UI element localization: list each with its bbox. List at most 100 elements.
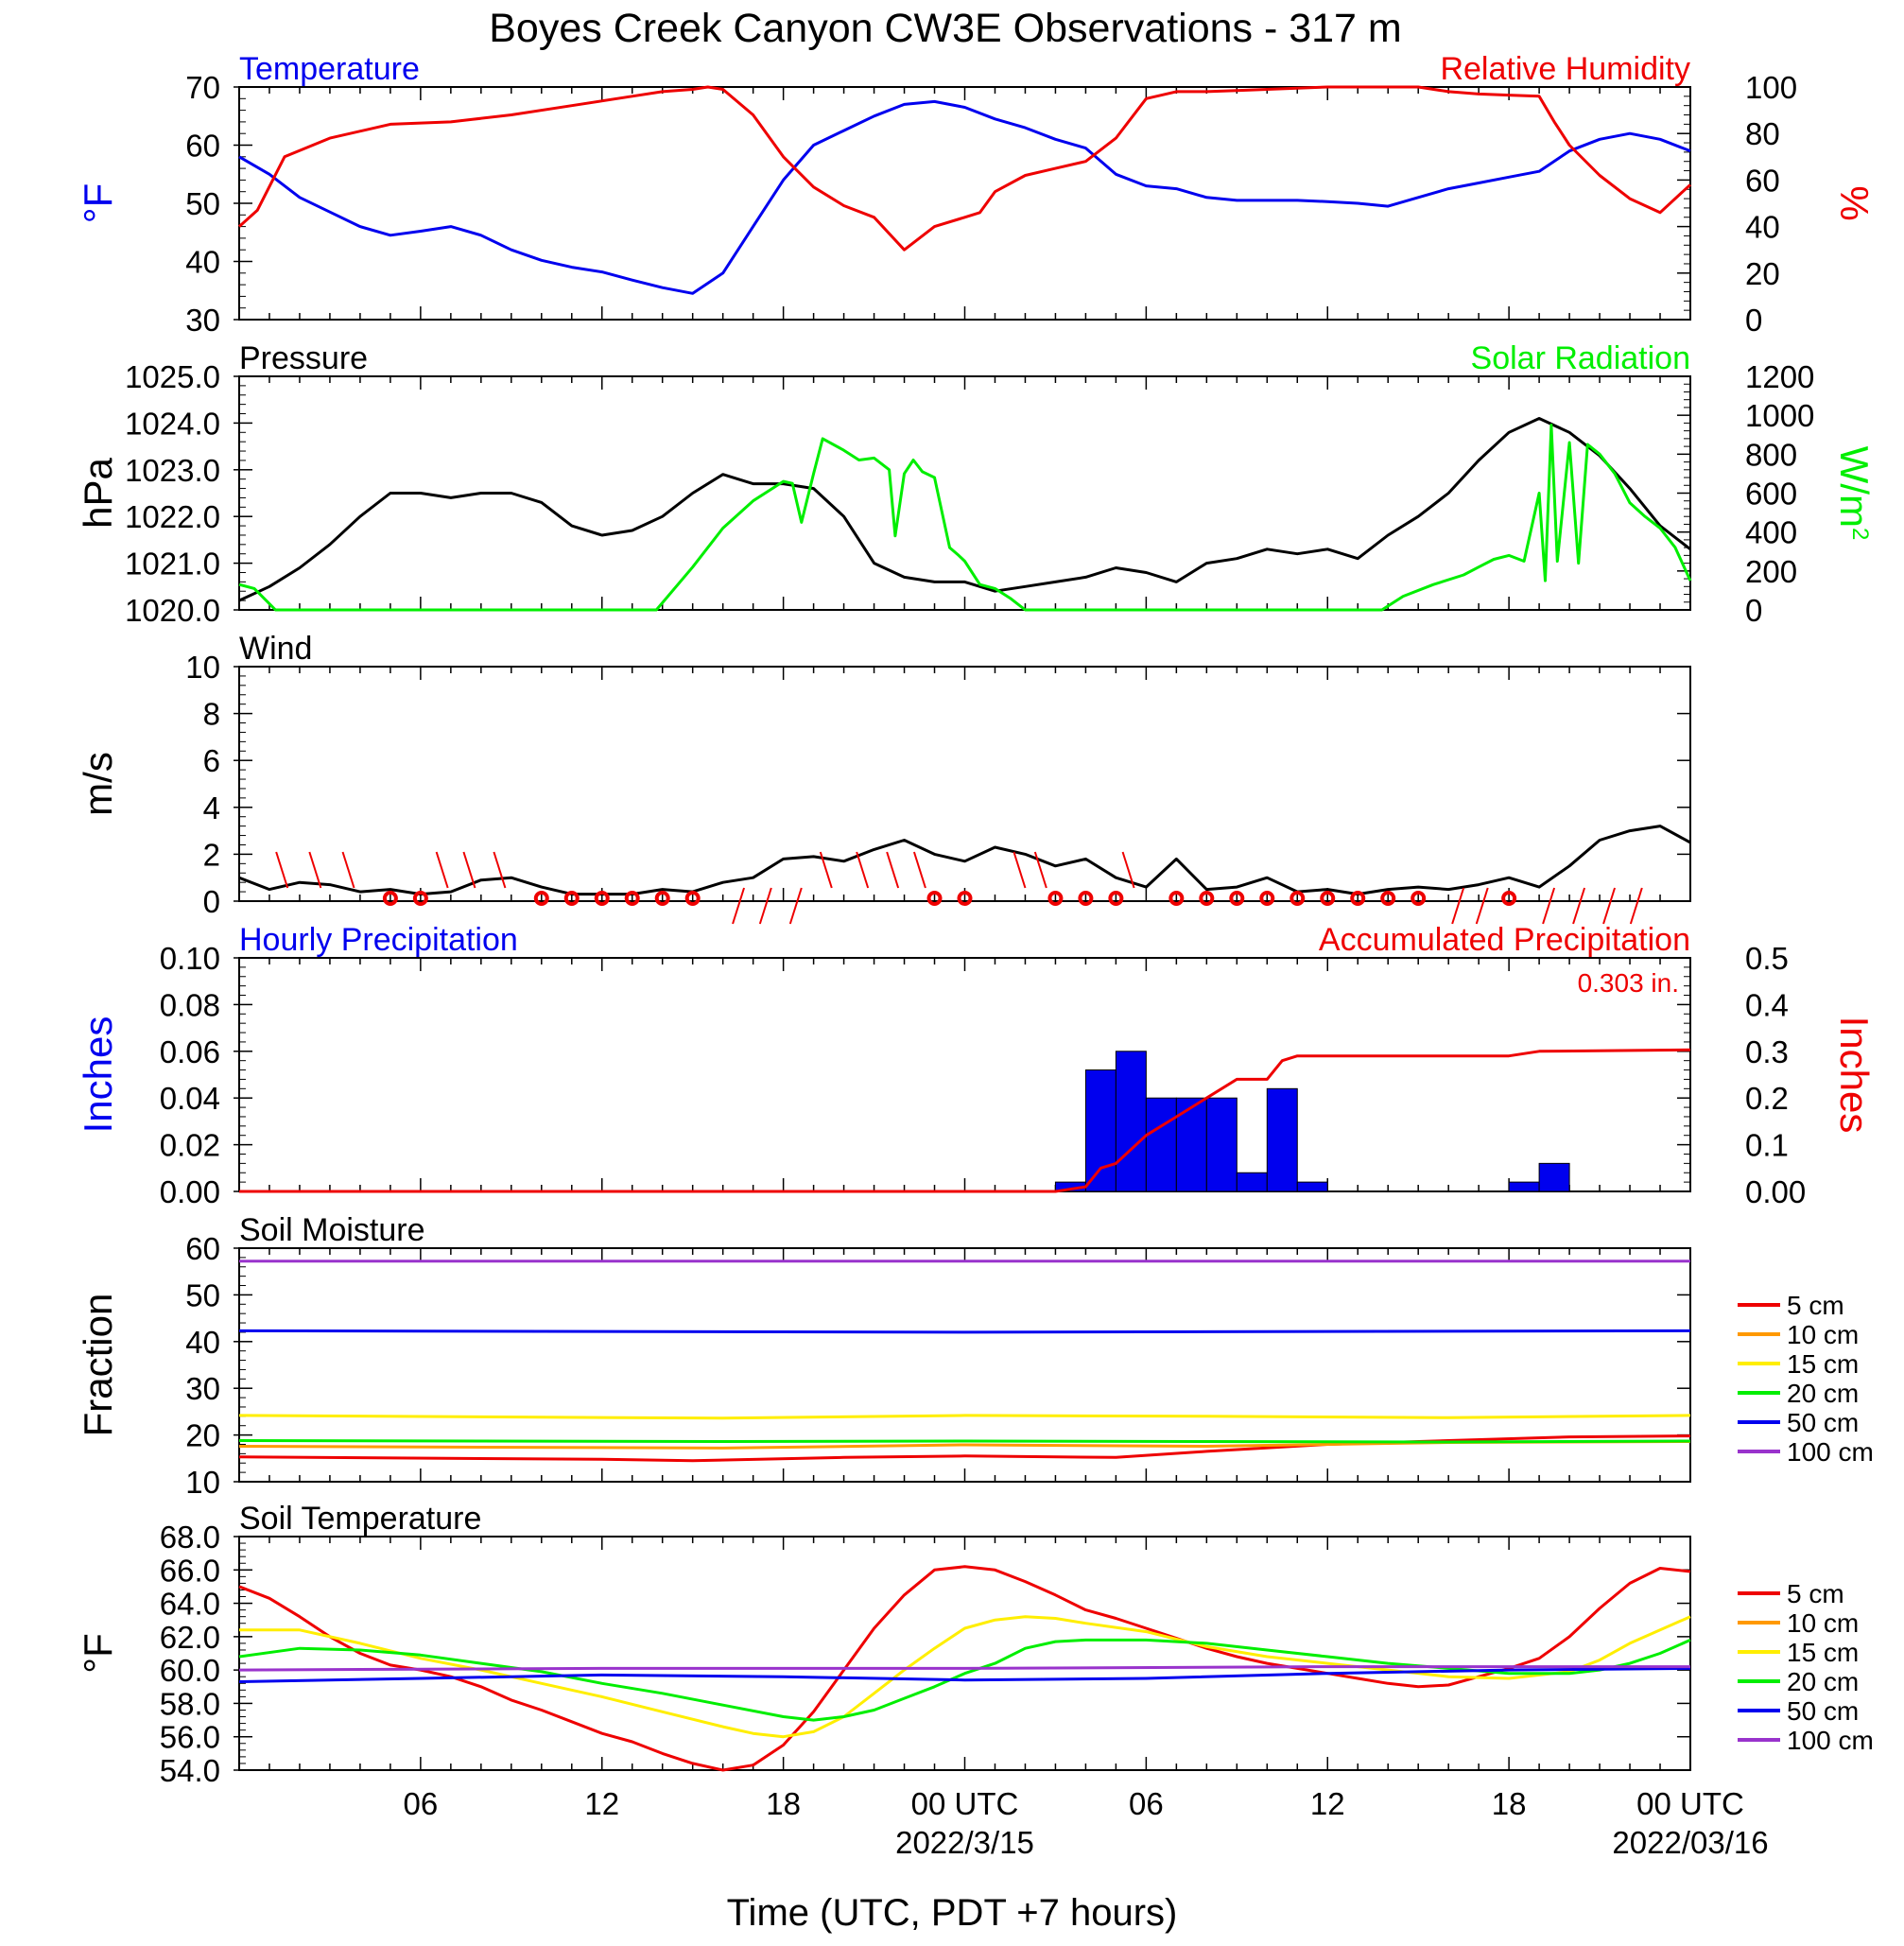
precip-bar xyxy=(1266,1087,1298,1192)
y2-tick-label: 80 xyxy=(1745,116,1780,151)
wind-barb-calm xyxy=(1411,891,1427,906)
x-tick-label: 18 xyxy=(1492,1786,1527,1821)
precip-bar xyxy=(1115,1051,1147,1192)
wind-barb-calm xyxy=(1350,891,1366,906)
y-tick-label: 60 xyxy=(185,1231,220,1266)
precip-bar xyxy=(1296,1181,1328,1192)
accumulated-line xyxy=(239,1048,1691,1193)
wind-barb xyxy=(732,887,746,925)
x-tick-label: 06 xyxy=(404,1786,439,1821)
y-tick-label: 50 xyxy=(185,1277,220,1312)
series-line xyxy=(238,417,1691,602)
panel-6: 54.056.058.060.062.064.066.068.0 Soil Tem… xyxy=(76,1501,1874,1788)
y2-tick-label: 600 xyxy=(1745,477,1797,512)
wind-barb xyxy=(886,851,900,889)
wind-barb xyxy=(435,851,449,889)
y-tick-label: 60 xyxy=(185,129,220,164)
series-line xyxy=(238,1414,1691,1420)
x-tick-label: 06 xyxy=(1129,1786,1164,1821)
y-tick-label: 30 xyxy=(185,1371,220,1406)
panel-4: 0.00 0.02 0.04 0.06 0.08 0.10 0.00 0.1 0.2 0.3 0.4… xyxy=(76,922,1877,1209)
plot-frame xyxy=(238,375,1691,611)
legend-label: 10 cm xyxy=(1787,1320,1859,1349)
wind-barb xyxy=(912,851,926,889)
y2-tick-label: 1000 xyxy=(1745,398,1814,433)
y-tick-label: 0.06 xyxy=(160,1034,220,1069)
panel-left-title: Soil Moisture xyxy=(239,1212,425,1248)
y-tick-label: 1024.0 xyxy=(125,406,220,441)
y-tick-label: 56.0 xyxy=(160,1720,220,1755)
x-tick-label: 12 xyxy=(584,1786,619,1821)
y2-tick-label: 0.4 xyxy=(1745,987,1789,1022)
panel-left-title: Pressure xyxy=(239,340,368,376)
wind-barb xyxy=(462,851,476,889)
series-line xyxy=(238,99,1691,295)
y-tick-label: 1023.0 xyxy=(125,453,220,488)
y-axis-label: °F xyxy=(76,183,120,223)
series-line xyxy=(237,85,1692,252)
wind-barb xyxy=(1121,851,1135,889)
y-tick-label: 1022.0 xyxy=(125,499,220,534)
y-axis-label: hPa xyxy=(76,457,120,528)
panel-5: 10 20 30 40 50 60 Soil Moisture Fraction 5 cm10 … xyxy=(76,1212,1874,1500)
plot-frame xyxy=(238,1536,1691,1771)
y2-tick-label: 800 xyxy=(1745,437,1797,472)
wind-barb-calm xyxy=(1290,891,1306,906)
precip-bar xyxy=(1205,1097,1238,1192)
legend-label: 15 cm xyxy=(1787,1349,1859,1379)
wind-barb-calm xyxy=(412,891,428,906)
y-tick-label: 10 xyxy=(185,650,220,685)
legend-label: 100 cm xyxy=(1787,1437,1874,1467)
wind-barb-calm xyxy=(1108,891,1124,906)
y2-tick-label: 0.5 xyxy=(1745,941,1789,976)
wind-barb xyxy=(1475,887,1489,925)
y2-axis-label: Inches xyxy=(1832,1016,1877,1134)
precip-bar xyxy=(1084,1069,1116,1192)
wind-barb-calm xyxy=(684,891,701,906)
wind-barb-calm xyxy=(1078,891,1094,906)
legend-label: 5 cm xyxy=(1787,1579,1844,1608)
wind-barb-calm xyxy=(594,891,610,906)
y-tick-label: 50 xyxy=(185,186,220,221)
wind-barb xyxy=(1629,887,1643,925)
wind-barb-calm xyxy=(1380,891,1396,906)
series-line xyxy=(238,424,1692,612)
x-date-label: 2022/03/16 xyxy=(1612,1825,1768,1860)
series-line xyxy=(238,1665,1690,1672)
y-tick-label: 70 xyxy=(185,70,220,105)
wind-barb xyxy=(493,851,507,889)
wind-barb-calm xyxy=(382,891,398,906)
legend-label: 5 cm xyxy=(1787,1291,1844,1320)
y-tick-label: 0.04 xyxy=(160,1081,220,1116)
precip-bar xyxy=(1236,1172,1268,1192)
series-line xyxy=(238,1434,1691,1463)
y2-axis-label: W/m2 xyxy=(1832,446,1877,541)
wind-barb-calm xyxy=(1259,891,1275,906)
panel-right-title: Relative Humidity xyxy=(1440,51,1690,87)
wind-barb xyxy=(1542,887,1556,925)
y2-tick-label: 40 xyxy=(1745,210,1780,245)
y-tick-label: 0.02 xyxy=(160,1128,220,1163)
panel-left-title: Soil Temperature xyxy=(239,1501,481,1537)
wind-barb-calm xyxy=(624,891,640,906)
wind-barb xyxy=(1451,887,1465,925)
y2-tick-label: 0.3 xyxy=(1745,1034,1789,1069)
y-tick-label: 8 xyxy=(203,697,220,732)
wind-barb-calm xyxy=(1501,891,1517,906)
y-axis-label: m/s xyxy=(76,752,120,816)
panel-right-title: Solar Radiation xyxy=(1471,340,1690,376)
panel-left-title: Temperature xyxy=(239,51,420,87)
panel-left-title: Hourly Precipitation xyxy=(239,922,518,958)
y-tick-label: 2 xyxy=(203,837,220,872)
y-tick-label: 0.10 xyxy=(160,941,220,976)
precip-bar xyxy=(1538,1162,1570,1192)
legend-label: 50 cm xyxy=(1787,1696,1859,1726)
wind-barb xyxy=(758,887,772,925)
y2-tick-label: 100 xyxy=(1745,70,1797,105)
y-tick-label: 0.00 xyxy=(160,1174,220,1209)
wind-barb-calm xyxy=(1320,891,1336,906)
legend-label: 50 cm xyxy=(1787,1408,1859,1437)
y2-axis-label: % xyxy=(1832,185,1877,220)
panel-1: 30 40 50 60 70 0 20 40 60 80 100 Temperature Relativ… xyxy=(76,51,1877,338)
series-line xyxy=(238,1439,1691,1444)
